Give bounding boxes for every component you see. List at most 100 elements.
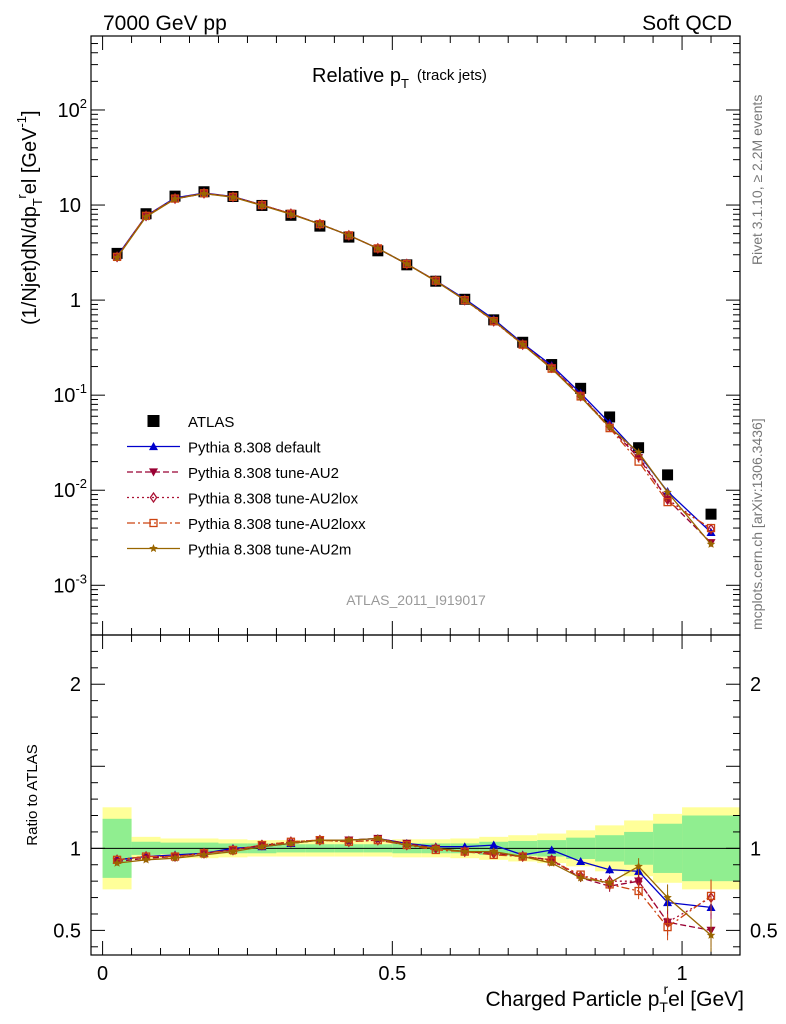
analysis-id-label: ATLAS_2011_I919017: [346, 592, 486, 608]
ratio-y-tick-label-right: 0.5: [750, 920, 778, 942]
main-y-tick-base: 10: [53, 575, 75, 597]
ratio-y-tick-label-left: 0.5: [53, 920, 81, 942]
main-point-au2m: [228, 192, 238, 201]
main-point-au2lox: [286, 208, 295, 220]
x-tick-label: 1: [676, 963, 687, 985]
ratio-point-au2m: [706, 930, 716, 939]
ratio-point-au2m: [605, 878, 614, 887]
main-title-suffix: (track jets): [417, 67, 487, 84]
main-point-au2m: [489, 316, 498, 325]
ratio-point-default: [576, 856, 586, 866]
main-ylabel-sup: r: [14, 194, 29, 199]
legend-entry-au2m: Pythia 8.308 tune-AU2m: [127, 542, 351, 559]
xlabel-sup: r: [663, 981, 668, 997]
main-point-au2m: [112, 253, 122, 262]
ratio-point-au2lox: [171, 850, 179, 863]
mcplots-reference-label: mcplots.cern.ch [arXiv:1306.3436]: [749, 418, 765, 630]
main-point-au2m: [344, 230, 354, 239]
main-point-au2m: [199, 189, 209, 198]
main-point-au2m: [315, 219, 325, 228]
main-point-au2m: [547, 364, 556, 373]
main-y-tick-label: 10-2: [53, 476, 87, 502]
legend-entry-default: Pythia 8.308 default: [127, 440, 321, 457]
ratio-panel: 0.5 0.5 1 1 2 2 0 0.5 1 Ratio to ATLAS Charged P…: [24, 634, 778, 1015]
xlabel-rest: el [GeV]: [668, 988, 744, 1011]
legend-label-au2loxx: Pythia 8.308 tune-AU2loxx: [188, 516, 366, 533]
header-category-label: Soft QCD: [642, 12, 732, 35]
ratio-point-au2m: [257, 842, 267, 851]
main-point-au2m: [634, 447, 643, 456]
main-point-au2lox: [707, 523, 715, 535]
xlabel-text: Charged Particle p: [485, 988, 659, 1011]
main-y-tick-label: 1: [70, 290, 81, 312]
legend-marker-au2lox: [149, 491, 158, 504]
ratio-point-au2m: [228, 847, 238, 856]
main-y-tick-base: 10: [59, 195, 81, 217]
legend-marker-au2m: [149, 544, 158, 553]
x-tick-label: 0: [97, 963, 108, 985]
main-y-tick-exp: -2: [75, 476, 87, 491]
main-ylabel-text: (1/Njet)dN/dp: [19, 206, 41, 325]
main-y-tick-base: 1: [70, 290, 81, 312]
legend-entry-data: ATLAS: [147, 414, 234, 431]
ratio-point-au2m: [547, 858, 556, 867]
ratio-point-au2m: [344, 835, 354, 844]
ratio-point-au2m: [286, 838, 296, 848]
main-point-au2loxx: [634, 457, 643, 466]
main-point-au2lox: [229, 191, 237, 203]
ratio-point-au2lox: [257, 839, 266, 851]
main-point-au2lox: [663, 493, 672, 506]
ratio-y-tick-label-left: 1: [70, 838, 81, 860]
main-point-data: [575, 382, 587, 394]
ratio-series-au2m: [112, 834, 716, 952]
main-series-au2m: [112, 189, 716, 548]
rivet-version-label: Rivet 3.1.10, ≥ 2.2M events: [749, 95, 765, 265]
ratio-series-layer: [112, 833, 716, 952]
ratio-point-au2m: [431, 843, 441, 852]
ratio-tick-labels: 0.5 0.5 1 1 2 2 0 0.5 1: [53, 674, 778, 985]
main-y-tick-exp: 2: [80, 96, 87, 111]
main-y-tick-label: 10-3: [53, 571, 87, 597]
ratio-point-au2loxx: [663, 922, 672, 932]
ratio-point-default: [547, 845, 557, 854]
main-axis-ticks: [91, 35, 741, 636]
main-point-au2m: [518, 340, 527, 349]
ratio-point-au2m: [199, 850, 209, 859]
main-ylabel-unit-sup: -1: [14, 116, 29, 128]
legend-marker-au2: [149, 468, 158, 477]
main-series-layer: [111, 186, 717, 548]
main-point-au2lox: [200, 187, 208, 199]
main-point-au2m: [373, 243, 383, 252]
main-y-axis-label: (1/Njet)dN/dpTrel [GeV-1]: [14, 110, 45, 325]
legend-label-au2lox: Pythia 8.308 tune-AU2lox: [188, 491, 359, 508]
ratio-point-au2m: [576, 873, 585, 882]
main-point-au2m: [706, 539, 716, 548]
ratio-point-au2m: [489, 847, 498, 856]
ratio-point-default: [489, 840, 499, 849]
main-point-au2m: [286, 209, 296, 218]
main-point-au2m: [431, 276, 441, 285]
ratio-point-au2lox: [200, 847, 208, 859]
ratio-point-au2m: [460, 847, 469, 856]
legend-entry-au2lox: Pythia 8.308 tune-AU2lox: [127, 491, 359, 508]
main-ylabel-close: ]: [19, 110, 41, 116]
main-point-au2lox: [257, 199, 266, 211]
main-point-au2m: [170, 194, 180, 203]
ratio-point-au2loxx: [706, 891, 716, 901]
main-point-au2m: [460, 295, 469, 304]
main-y-tick-label: 10: [59, 195, 81, 217]
ratio-point-au2lox: [286, 836, 295, 848]
legend-entry-au2: Pythia 8.308 tune-AU2: [127, 465, 339, 482]
main-point-data: [662, 469, 674, 481]
ratio-point-au2m: [112, 858, 122, 867]
main-title-text: Relative p: [312, 65, 401, 87]
ratio-point-au2m: [402, 840, 412, 849]
ratio-y-axis-label: Ratio to ATLAS: [24, 744, 41, 845]
main-y-tick-base: 10: [58, 100, 80, 122]
legend-label-default: Pythia 8.308 default: [188, 440, 321, 457]
main-series-default: [112, 188, 716, 537]
main-point-au2m: [576, 392, 585, 401]
main-y-tick-base: 10: [53, 385, 75, 407]
